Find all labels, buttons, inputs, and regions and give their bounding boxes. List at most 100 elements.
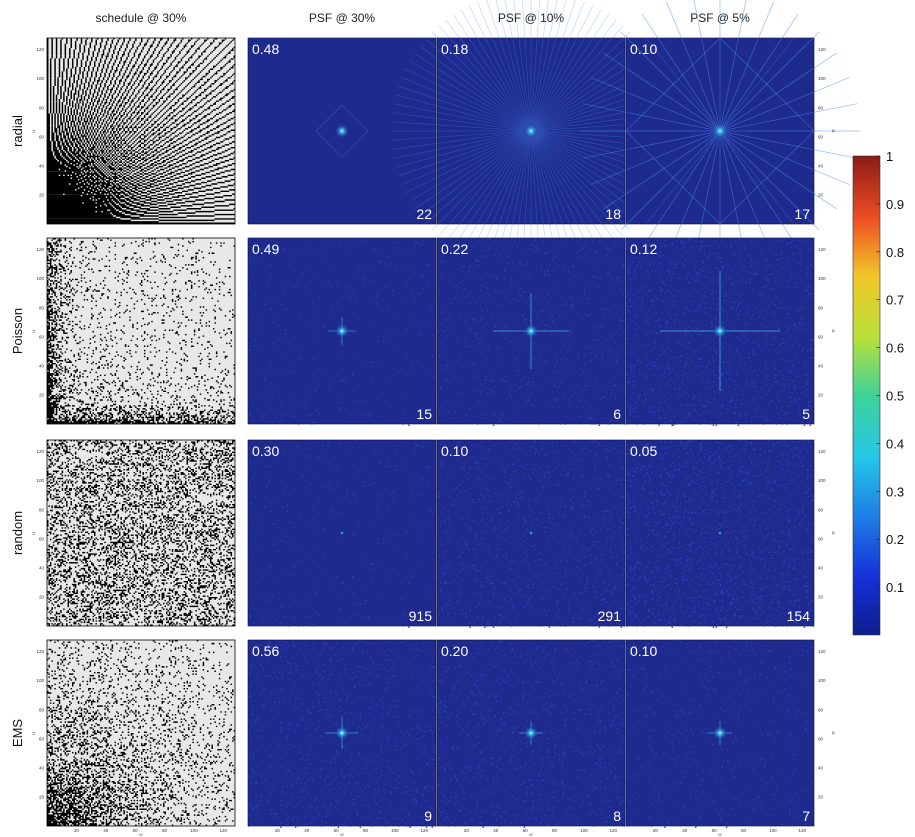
psf-x-tick-label: 120 [420,828,428,833]
schedule-panel: 20 40 60 80 100 120 t1 [31,237,236,425]
psf-y-tick-label: 120 [818,649,826,654]
psf-y-tick-label: 100 [818,478,826,483]
psf-peak [335,124,349,138]
y-tick-label: 60 [39,134,45,139]
y-tick-label: 40 [39,363,45,368]
psf-bottom-value: 17 [794,206,810,222]
colorbar-tick-label: 0.1 [886,580,904,595]
psf-top-value: 0.12 [630,241,657,257]
y-tick-label: 120 [36,649,44,654]
psf-peak [713,324,727,338]
y-tick-label: 80 [39,305,45,310]
colorbar-tick-label: 0.7 [886,293,904,308]
psf-x-tick-label: 100 [580,828,588,833]
psf-peak [529,531,533,535]
x-tick-label: 100 [190,828,198,833]
row-title: random [10,511,25,555]
column-title: PSF @ 10% [498,11,565,25]
psf-y-tick-label: 40 [818,163,824,168]
psf-top-value: 0.22 [441,241,468,257]
psf-x-tick-label: 120 [609,828,617,833]
psf-peak [718,531,722,535]
psf-peak [524,124,538,138]
y-tick-label: 100 [36,478,44,483]
psf-bottom-value: 154 [787,608,811,624]
psf-peak [335,324,349,338]
psf-panel: 0.22 6 [436,237,626,426]
psf-bottom-value: 7 [802,808,810,824]
x-tick-label: 20 [74,828,80,833]
psf-y-axis-label: f1 [831,531,836,535]
psf-x-tick-label: 60 [334,828,340,833]
schedule-panel: 20 40 60 80 100 120 t1 [31,37,236,225]
x-axis-label: t2 [139,832,143,837]
y-axis-label: t1 [31,329,36,333]
psf-x-tick-label: 60 [712,828,718,833]
y-tick-label: 80 [39,707,45,712]
colorbar-tick-label: 1 [886,149,893,164]
psf-y-axis-label: f1 [831,329,836,333]
colorbar-tick-label: 0.6 [886,341,904,356]
psf-bottom-value: 8 [613,808,621,824]
psf-noise [437,238,625,426]
psf-x-tick-label: 40 [493,828,499,833]
psf-top-value: 0.10 [630,41,657,57]
y-tick-label: 20 [39,794,45,799]
psf-y-tick-label: 80 [818,707,824,712]
row-title: EMS [10,719,25,748]
psf-top-value: 0.48 [252,41,279,57]
psf-bottom-value: 18 [605,206,621,222]
psf-bottom-value: 6 [613,406,621,422]
psf-y-tick-label: 80 [818,507,824,512]
psf-x-axis-label: f2 [529,832,533,837]
column-title: schedule @ 30% [96,11,187,25]
psf-x-axis-label: f2 [718,832,722,837]
psf-panel: 0.10 291 [436,439,626,628]
psf-y-tick-label: 40 [818,565,824,570]
psf-bottom-value: 15 [416,406,432,422]
psf-y-tick-label: 20 [818,794,824,799]
psf-x-tick-label: 80 [741,828,747,833]
psf-top-value: 0.30 [252,443,279,459]
psf-top-value: 0.56 [252,643,279,659]
psf-bottom-value: 22 [416,206,432,222]
psf-x-tick-label: 20 [275,828,281,833]
y-tick-label: 40 [39,565,45,570]
y-tick-label: 120 [36,449,44,454]
psf-y-tick-label: 80 [818,305,824,310]
colorbar: 0.1 0.2 0.3 0.4 0.5 0.6 0.7 0.8 0.9 1 [852,149,904,636]
psf-y-tick-label: 60 [818,536,824,541]
psf-y-tick-label: 20 [818,392,824,397]
psf-y-tick-label: 60 [818,134,824,139]
y-tick-label: 100 [36,76,44,81]
y-tick-label: 120 [36,247,44,252]
y-tick-label: 60 [39,736,45,741]
psf-x-tick-label: 120 [798,828,806,833]
psf-peak [524,324,538,338]
psf-peak [335,726,349,740]
psf-top-value: 0.10 [630,643,657,659]
psf-y-tick-label: 100 [818,276,826,281]
colorbar-tick-label: 0.4 [886,436,904,451]
y-tick-label: 80 [39,507,45,512]
psf-bottom-value: 915 [409,608,433,624]
psf-bottom-value: 9 [424,808,432,824]
y-tick-label: 100 [36,678,44,683]
psf-y-tick-label: 120 [818,247,826,252]
y-tick-label: 40 [39,163,45,168]
colorbar-tick-label: 0.5 [886,389,904,404]
psf-y-tick-label: 60 [818,736,824,741]
psf-x-tick-label: 40 [304,828,310,833]
colorbar-gradient [852,155,881,636]
psf-y-tick-label: 20 [818,192,824,197]
x-tick-label: 60 [133,828,139,833]
psf-top-value: 0.10 [441,443,468,459]
psf-x-tick-label: 80 [552,828,558,833]
psf-x-axis-label: f2 [340,832,344,837]
psf-panel: 0.10 17 20 40 60 80 100 120 f1 [580,0,860,271]
x-tick-label: 40 [103,828,109,833]
psf-y-tick-label: 60 [818,334,824,339]
psf-y-tick-label: 100 [818,76,826,81]
y-tick-label: 20 [39,594,45,599]
psf-noise [437,440,625,628]
